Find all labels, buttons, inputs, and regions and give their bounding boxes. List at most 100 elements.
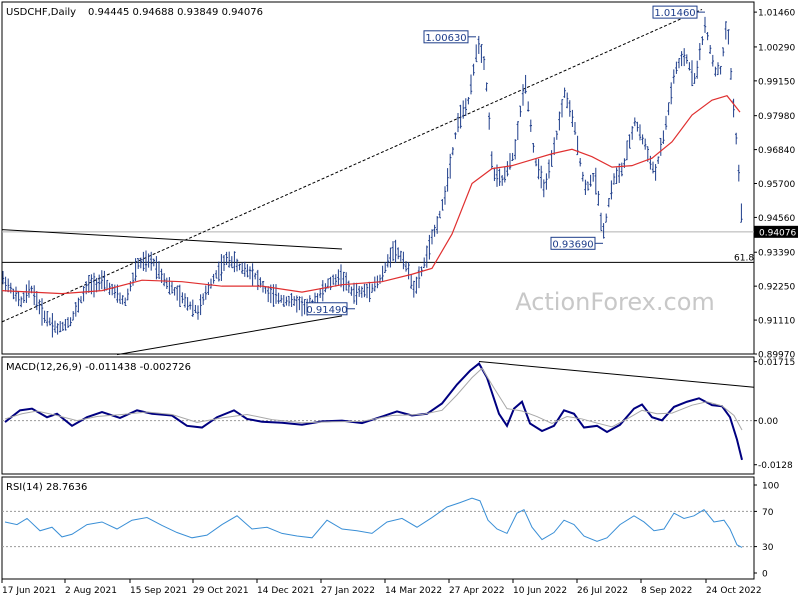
price-bar: [628, 134, 631, 149]
price-bar: [433, 224, 436, 237]
price-bar: [251, 263, 254, 287]
price-bar: [735, 132, 738, 145]
price-bar: [482, 56, 486, 71]
price-bar: [503, 166, 506, 183]
price-bar: [706, 32, 709, 41]
price-bar: [59, 320, 62, 333]
price-bar: [332, 274, 335, 285]
price-bar: [610, 180, 613, 200]
price-bar: [238, 263, 241, 271]
price-bar: [165, 277, 168, 289]
price-bar: [384, 262, 387, 273]
price-bar: [631, 126, 634, 140]
price-bar: [662, 130, 665, 144]
price-bar: [285, 296, 288, 306]
price-bar: [571, 109, 574, 128]
annotation-label: 0.93690: [552, 239, 593, 250]
price-bar: [472, 63, 475, 76]
price-bar: [121, 295, 124, 305]
price-bar: [740, 203, 743, 223]
price-bar: [685, 54, 688, 64]
price-bar: [199, 294, 202, 316]
price-bar: [560, 99, 564, 118]
price-bar: [277, 292, 280, 304]
price-bar: [664, 115, 668, 130]
price-tick-label: 0.92250: [758, 283, 795, 293]
price-bar: [589, 174, 592, 187]
price-tick-label: 1.00290: [758, 43, 795, 53]
price-bar: [342, 271, 345, 292]
price-bar: [672, 69, 675, 84]
price-bar: [566, 92, 569, 109]
price-bar: [592, 172, 595, 182]
price-bar: [703, 16, 707, 33]
ema-line: [1, 95, 741, 295]
price-bar: [555, 130, 558, 140]
price-bar: [287, 295, 291, 307]
price-bar: [371, 283, 374, 293]
price-bar: [225, 251, 228, 266]
price-bar: [61, 321, 64, 331]
price-bar: [644, 138, 647, 150]
price-bar: [157, 261, 161, 279]
price-bar: [233, 251, 236, 273]
current-price-tag: 0.94076: [754, 225, 798, 238]
price-bar: [459, 104, 462, 129]
price-bar: [82, 286, 85, 302]
price-tick-label: 0.96840: [758, 146, 795, 156]
price-bar: [137, 258, 140, 269]
price-bar: [540, 165, 543, 189]
price-bar: [14, 286, 18, 302]
price-bar: [194, 304, 197, 314]
price-bar: [584, 179, 587, 195]
price-bar: [649, 155, 652, 170]
price-bar: [77, 297, 80, 313]
price-tick-label: 0.99150: [758, 77, 795, 87]
price-layer: 1.00630 1.01460 0.93690 0.91490 61.8: [1, 5, 754, 356]
price-bar: [493, 167, 496, 182]
price-bar: [254, 272, 257, 280]
price-bar: [152, 258, 155, 267]
price-bar: [176, 285, 179, 301]
annotation-fib-label: 61.8: [734, 253, 754, 263]
price-bar: [425, 245, 428, 268]
price-bar: [51, 313, 54, 338]
price-bar: [633, 117, 636, 127]
price-bar: [581, 171, 584, 182]
price-bar: [542, 179, 545, 198]
price-bar: [64, 318, 67, 331]
price-bar: [521, 84, 525, 106]
x-tick-label: 10 Jun 2022: [513, 586, 567, 596]
price-bar: [204, 285, 207, 300]
price-bar: [534, 158, 538, 167]
price-bar: [469, 74, 473, 95]
price-bar: [79, 296, 83, 304]
price-bar: [529, 119, 532, 132]
price-bar: [563, 87, 566, 98]
price-bar: [381, 265, 384, 282]
price-bar: [605, 213, 608, 223]
trendline-upper-triangle: [1, 229, 343, 250]
price-bar: [321, 280, 324, 302]
price-bar: [43, 310, 46, 323]
price-bar: [568, 100, 571, 117]
price-bar: [98, 274, 101, 291]
x-tick-label: 29 Oct 2021: [193, 586, 249, 596]
price-bar: [441, 199, 444, 211]
price-bar: [443, 186, 447, 205]
price-bar: [222, 254, 226, 271]
current-price-tag-bg: [754, 225, 798, 238]
price-bar: [654, 164, 657, 181]
price-bar: [389, 247, 392, 268]
price-bar: [397, 247, 400, 260]
price-bar: [516, 121, 519, 141]
price-bar: [677, 58, 681, 69]
price-bar: [142, 251, 145, 271]
price-bar: [675, 61, 678, 74]
price-bar: [150, 251, 153, 271]
price-bar: [607, 198, 610, 208]
price-bar: [620, 162, 623, 177]
rsi-pane-frame: [1, 476, 755, 580]
price-bar: [20, 296, 23, 308]
